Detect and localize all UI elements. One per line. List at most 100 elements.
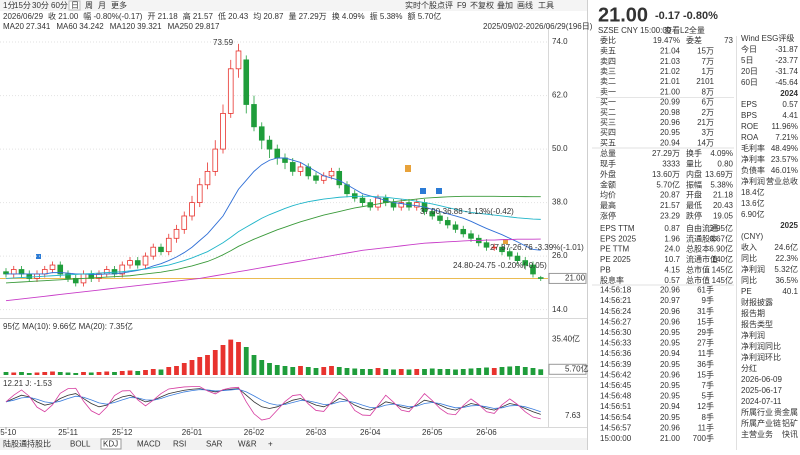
trade-volume: 7手: [702, 380, 714, 390]
volume-bar: [429, 368, 435, 375]
side-value: 11.96%: [771, 122, 798, 131]
book-volume: 2万: [702, 108, 714, 117]
side-value: 36.5%: [775, 276, 798, 285]
volume-bar: [274, 365, 280, 375]
indicator-tab[interactable]: +: [268, 440, 273, 449]
period-tab[interactable]: 更多: [111, 0, 127, 10]
x-tick-label: 25-11: [58, 428, 78, 437]
price-change: -0.17: [655, 10, 680, 22]
field-value: 145亿: [712, 275, 733, 285]
tool-button[interactable]: 实时个股点评: [405, 0, 453, 10]
candle-body: [127, 260, 133, 266]
trade-volume: 9手: [702, 295, 714, 305]
volume-bar: [243, 347, 249, 375]
period-tab[interactable]: 周: [85, 1, 93, 10]
candle-body: [506, 251, 513, 257]
side-label: 18.4亿: [741, 187, 765, 197]
tool-button[interactable]: 工具: [538, 1, 554, 10]
quote-item: 额 5.70亿: [408, 11, 442, 21]
candle-body: [165, 237, 172, 253]
book-price: 21.00: [660, 87, 681, 96]
field-label: 涨停: [600, 211, 616, 221]
candle-body: [274, 148, 281, 159]
volume-bar: [42, 372, 48, 375]
event-icon[interactable]: [503, 239, 508, 244]
quote-item: 低 20.43: [218, 11, 249, 21]
field-label: 股息率: [600, 275, 624, 285]
tool-button[interactable]: F9: [457, 1, 467, 10]
trade-price: 20.94: [660, 349, 681, 358]
book-label: 卖五: [600, 47, 616, 56]
side-value: 营业总收: [766, 176, 798, 186]
field-value: 6.67亿: [709, 233, 733, 243]
period-tab[interactable]: 15分: [14, 1, 31, 10]
period-tab[interactable]: 日: [71, 1, 79, 10]
candle-body: [437, 215, 443, 221]
trade-price: 20.96: [660, 317, 681, 326]
book-volume: 6万: [702, 98, 714, 107]
period-tab[interactable]: 30分: [32, 1, 49, 10]
volume-bar: [112, 372, 117, 375]
book-volume: 7万: [702, 57, 714, 66]
indicator-tab[interactable]: KDJ: [103, 440, 118, 449]
side-label: 今日: [741, 44, 757, 54]
annotation: 27.87-26.76 -3.39%(-1.01): [490, 243, 584, 252]
indicator-tab[interactable]: W&R: [238, 440, 257, 449]
field-value: 1.96: [664, 234, 680, 243]
candle-body: [103, 269, 110, 275]
legend-value: 29.817: [195, 22, 220, 31]
candle-body: [266, 139, 273, 150]
indicator-tab[interactable]: MACD: [137, 440, 161, 449]
book-label: 卖四: [600, 57, 616, 66]
candle-body: [196, 184, 203, 204]
tool-button[interactable]: 画线: [517, 0, 533, 10]
book-price: 21.03: [660, 57, 681, 66]
indicator-tab[interactable]: 陆股通持股比: [3, 439, 51, 449]
volume-bar: [290, 367, 296, 375]
book-volume: 8万: [702, 87, 714, 96]
trade-volume: 61手: [697, 285, 714, 295]
period-tab[interactable]: 月: [98, 1, 106, 10]
volume-bar: [282, 366, 288, 375]
side-label: 分红: [741, 363, 757, 373]
date-range: 2025/09/02-2026/06/29(196日): [483, 22, 593, 31]
candle-body: [429, 211, 436, 217]
indicator-tab[interactable]: RSI: [173, 440, 186, 449]
volume-bar: [321, 367, 327, 375]
field-value: 19.47%: [653, 36, 680, 45]
trade-volume: 8手: [702, 412, 714, 422]
event-icon[interactable]: [36, 254, 41, 259]
tool-button[interactable]: 不复权: [470, 0, 494, 10]
field-label: 总市值: [686, 265, 710, 275]
volume-bar: [453, 369, 458, 375]
period-tab[interactable]: 60分: [51, 1, 68, 10]
side-label: 6.90亿: [741, 209, 765, 219]
side-label: EPS: [741, 100, 757, 109]
trade-time: 14:56:39: [600, 360, 632, 369]
volume-bar: [522, 367, 528, 375]
candle-body: [460, 228, 467, 235]
book-price: 21.02: [660, 67, 681, 76]
quote-item: 2026/06/29: [3, 12, 44, 21]
volume-bar: [166, 367, 172, 375]
indicator-tab[interactable]: BOLL: [70, 440, 91, 449]
book-volume: 15万: [697, 47, 714, 56]
volume-bar: [398, 369, 404, 375]
indicator-tab[interactable]: SAR: [206, 440, 223, 449]
event-icon[interactable]: [405, 165, 411, 172]
volume-bar: [305, 367, 311, 375]
l2-link[interactable]: 查看L2全量: [664, 25, 705, 35]
tool-button[interactable]: 叠加: [497, 0, 513, 10]
candle-body: [158, 246, 164, 253]
annotation: 37.00-36.88 -1.13%(-0.42): [420, 207, 514, 216]
side-value: 46.01%: [771, 166, 798, 175]
side-label: 净利润: [741, 264, 765, 274]
volume-bar: [11, 372, 17, 375]
event-icon[interactable]: [436, 188, 442, 194]
period-tab[interactable]: 1分: [3, 1, 15, 10]
side-label: 收入: [741, 242, 757, 252]
kdj-line: [5, 388, 541, 415]
event-icon[interactable]: [420, 188, 426, 194]
volume-bar: [267, 363, 272, 375]
